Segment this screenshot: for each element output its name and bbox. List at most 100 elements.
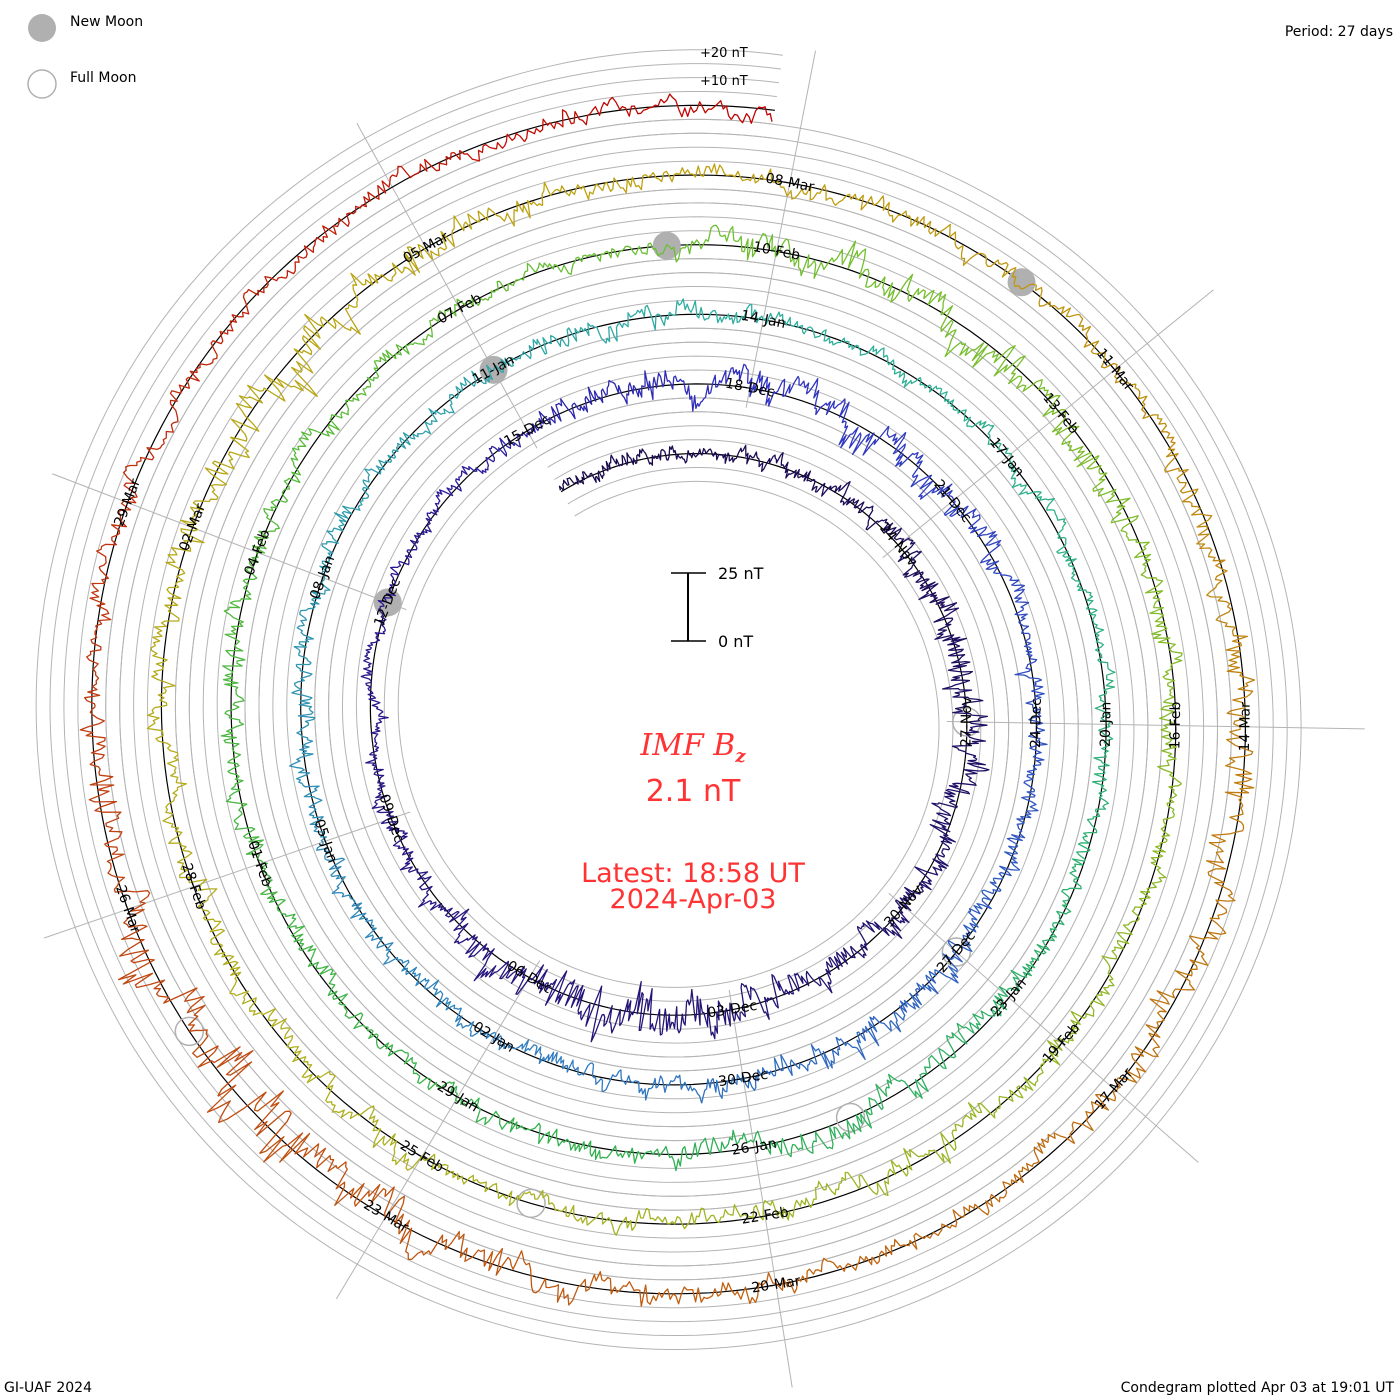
bz-series-segment	[293, 619, 315, 666]
bz-series-segment	[850, 920, 881, 959]
bz-series-segment	[1174, 917, 1227, 982]
bz-series-segment	[892, 432, 924, 488]
bz-series-segment	[998, 957, 1040, 998]
legend-full-moon-label: Full Moon	[70, 70, 137, 86]
bz-series-segment	[527, 964, 568, 1006]
date-label: 20-Jan	[1098, 702, 1115, 748]
bz-series-segment	[331, 497, 367, 532]
period-label: Period: 27 days	[1284, 24, 1393, 40]
bz-series-segment	[1094, 626, 1116, 676]
date-label: 29-Mar	[111, 477, 144, 529]
zero-baseline	[91, 104, 1247, 1295]
bz-series-segment	[962, 1174, 1018, 1218]
date-label: 23-Jan	[988, 975, 1030, 1020]
bz-series-segment	[233, 813, 264, 864]
bz-series-segment	[1014, 641, 1043, 684]
grid-lines	[35, 49, 1302, 1350]
bz-series-segment	[1208, 791, 1249, 854]
bz-series-segment	[162, 376, 190, 444]
bz-series-segment	[1076, 580, 1098, 628]
bz-series-segment	[851, 344, 896, 371]
bz-series-segment	[560, 248, 613, 275]
grid-spiral	[105, 118, 1232, 1281]
bz-series-segment	[1014, 601, 1031, 643]
bz-series-segment	[360, 674, 384, 713]
legend-symbols	[27, 14, 57, 99]
bz-series-segment	[96, 500, 132, 568]
parameter-title-subscript: z	[735, 746, 746, 767]
bz-series-segment	[430, 210, 481, 260]
bz-series-segment	[929, 1022, 975, 1070]
bz-series-segment	[289, 753, 320, 799]
date-label: 26-Jan	[731, 1136, 778, 1159]
bz-series-segment	[241, 996, 293, 1040]
bz-series-segment	[380, 820, 409, 853]
footer-credit: GI-UAF 2024	[4, 1380, 92, 1396]
bz-series-segment	[839, 1238, 904, 1272]
bz-series-segment	[362, 459, 393, 500]
bz-series-segment	[79, 706, 106, 776]
bz-series-segment	[793, 468, 826, 493]
bz-series-segment	[340, 376, 378, 419]
grid-spoke	[946, 721, 1365, 730]
bz-series-segment	[862, 1011, 905, 1047]
bz-series-segment	[383, 565, 400, 602]
bz-series-segment	[947, 910, 979, 952]
bz-series-segment	[1013, 1132, 1075, 1184]
bz-series-segment	[593, 379, 635, 405]
parameter-title-main: IMF B	[640, 728, 736, 763]
bz-series	[79, 93, 1256, 1307]
bz-series-segment	[465, 934, 495, 982]
date-label: 10-Feb	[752, 239, 802, 264]
bz-series-segment	[1023, 1039, 1063, 1091]
date-label: 07-Feb	[435, 290, 485, 327]
footer-plotted: Condegram plotted Apr 03 at 19:01 UT	[1120, 1380, 1394, 1396]
bz-series-segment	[365, 746, 385, 784]
bz-series-segment	[793, 968, 833, 994]
bz-series-segment	[788, 375, 828, 416]
bz-series-segment	[674, 447, 707, 464]
scale-top-label: 25 nT	[718, 564, 764, 583]
bz-series-segment	[286, 1035, 336, 1084]
bz-series-segment	[669, 298, 718, 321]
bz-series-segment	[334, 1161, 395, 1218]
bz-series-segment	[876, 1147, 930, 1197]
bz-series-segment	[1177, 479, 1213, 540]
bz-series-segment	[510, 1250, 573, 1306]
bz-series-segment	[371, 782, 395, 822]
bz-series-segment	[899, 982, 939, 1021]
bz-series-segment	[1145, 981, 1196, 1038]
grid-spiral	[49, 63, 1288, 1336]
date-label: 06-Dec	[504, 958, 555, 997]
bz-series-segment	[825, 946, 856, 976]
date-label: 24-Dec	[1028, 698, 1045, 748]
bz-series-segment	[907, 570, 939, 601]
bz-series-segment	[387, 430, 426, 462]
bz-series-segment	[967, 1085, 1027, 1119]
date-label: 02-Jan	[470, 1019, 517, 1056]
bz-series-segment	[146, 707, 179, 769]
bz-series-segment	[1116, 890, 1151, 945]
bz-series-segment	[150, 645, 176, 709]
bz-series-segment	[632, 369, 674, 401]
bz-series-segment	[168, 827, 208, 885]
bz-series-segment	[1034, 491, 1067, 539]
bz-series-segment	[412, 1070, 458, 1101]
bz-series-segment	[1110, 505, 1152, 560]
bz-series-segment	[586, 1207, 649, 1236]
bz-series-segment	[1157, 417, 1189, 481]
bz-series-segment	[886, 1056, 931, 1099]
bz-series-segment	[89, 566, 112, 639]
bz-series-segment	[1006, 805, 1039, 845]
bz-series-segment	[882, 273, 943, 306]
bz-series-segment	[648, 1207, 708, 1230]
zero-baseline-spiral	[91, 104, 1247, 1295]
grid-spiral	[63, 77, 1274, 1323]
bz-series-segment	[455, 1097, 502, 1127]
grid-spoke	[43, 811, 411, 939]
latest-time: Latest: 18:58 UT	[581, 858, 805, 889]
legend-new-moon-label: New Moon	[70, 14, 144, 30]
bz-series-segment	[384, 1195, 448, 1261]
bz-series-segment	[532, 327, 579, 355]
